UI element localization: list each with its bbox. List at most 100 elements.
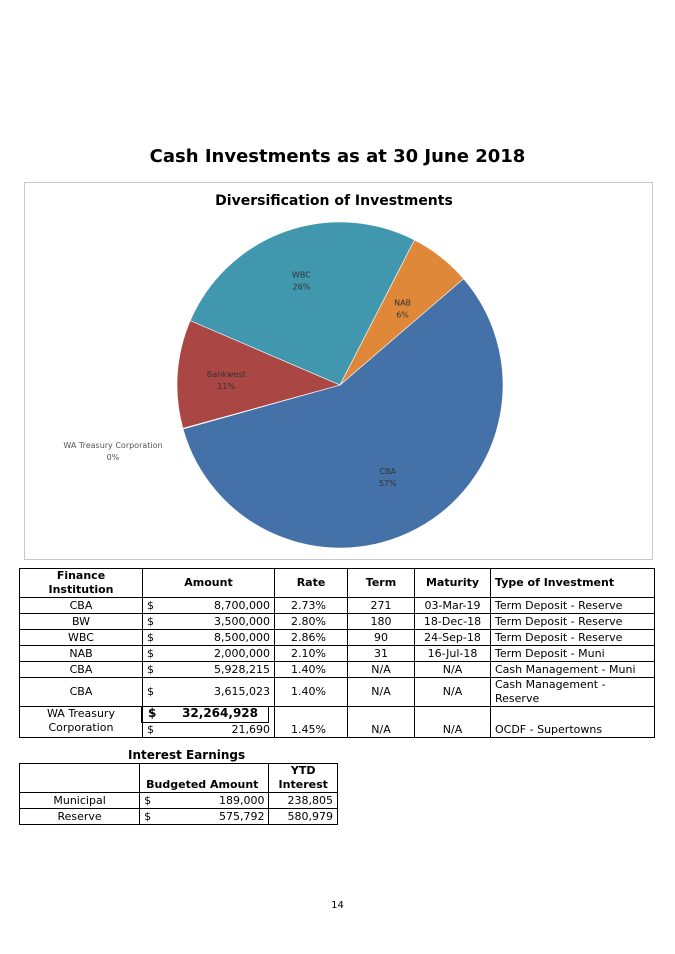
interest-header-blank [18, 763, 141, 793]
slice-percent-label: 26% [293, 283, 311, 292]
amount-cell: 5,928,215 [161, 661, 275, 678]
institution-line-2: Corporation [48, 721, 114, 734]
term-cell: 271 [347, 597, 415, 614]
term-cell: N/A [347, 706, 415, 738]
currency-symbol: $ [142, 597, 161, 614]
currency-symbol: $ [139, 792, 158, 809]
pie-slice-cba [182, 278, 504, 549]
type-cell: Cash Management - Muni [490, 661, 655, 678]
table-row: WBC $ 8,500,000 2.86% 90 24-Sep-18 Term … [19, 629, 655, 646]
pie-chart-svg: CBA 57% WA Treasury Corporation 0% Bankwest 1… [63, 193, 504, 549]
slice-label: CBA [379, 467, 396, 476]
institution-cell: CBA [19, 677, 143, 707]
term-cell: 180 [347, 613, 415, 630]
maturity-cell: N/A [414, 677, 491, 707]
amount-cell: 8,500,000 [161, 629, 275, 646]
type-cell: OCDF - Supertowns [490, 706, 655, 738]
currency-symbol: $ [142, 613, 161, 630]
table-row: WA Treasury Corporation $ 21,690 1.45% N… [19, 706, 655, 738]
currency-symbol: $ [142, 629, 161, 646]
amount-cell: 3,500,000 [161, 613, 275, 630]
interest-earnings-title: Interest Earnings [128, 748, 246, 762]
slice-percent-label: 6% [396, 311, 409, 320]
table-row: NAB $ 2,000,000 2.10% 31 16-Jul-18 Term … [19, 645, 655, 662]
maturity-cell: 03-Mar-19 [414, 597, 491, 614]
slice-label: WA Treasury Corporation [63, 441, 162, 450]
interest-table: Budgeted Amount YTD Interest Municipal $… [18, 763, 338, 825]
rate-cell: 2.86% [274, 629, 348, 646]
type-cell: Term Deposit - Reserve [490, 613, 655, 630]
slice-percent-label: 11% [217, 382, 235, 391]
investments-table: Finance Institution Amount Rate Term Mat… [19, 568, 655, 738]
interest-header-row: Budgeted Amount YTD Interest [18, 763, 338, 793]
page-title: Cash Investments as at 30 June 2018 [149, 146, 526, 167]
rate-cell: 2.73% [274, 597, 348, 614]
header-institution: Finance Institution [19, 568, 143, 598]
header-budgeted: Budgeted Amount [139, 763, 270, 793]
table-row: CBA $ 5,928,215 1.40% N/A N/A Cash Manag… [19, 661, 655, 678]
slice-label: WBC [292, 271, 311, 280]
rate-cell: 2.80% [274, 613, 348, 630]
table-row: CBA $ 8,700,000 2.73% 271 03-Mar-19 Term… [19, 597, 655, 614]
term-cell: 31 [347, 645, 415, 662]
type-cell: Term Deposit - Reserve [490, 597, 655, 614]
institution-cell: BW [19, 613, 143, 630]
total-amount: 32,264,928 [182, 706, 258, 720]
term-cell: N/A [347, 661, 415, 678]
term-cell: N/A [347, 677, 415, 707]
institution-cell: WA Treasury Corporation [19, 706, 143, 738]
header-type: Type of Investment [490, 568, 655, 598]
total-amount-box: $ 32,264,928 [141, 706, 269, 723]
slice-label: Bankwest [207, 370, 246, 379]
header-amount: Amount [142, 568, 275, 598]
currency-symbol: $ [142, 661, 161, 678]
amount-cell: 3,615,023 [161, 677, 275, 707]
ytd-cell: 580,979 [268, 808, 338, 825]
header-rate: Rate [274, 568, 348, 598]
institution-line-1: WA Treasury [47, 707, 115, 720]
pie-slice-nab [339, 239, 464, 386]
amount-cell: 2,000,000 [161, 645, 275, 662]
header-ytd-interest: YTD Interest [268, 763, 338, 793]
type-cell: Term Deposit - Reserve [490, 629, 655, 646]
type-cell: Cash Management - Reserve [490, 677, 655, 707]
currency-symbol: $ [139, 808, 158, 825]
rate-cell: 1.40% [274, 661, 348, 678]
table-row: Municipal $ 189,000 238,805 [18, 792, 338, 809]
header-term: Term [347, 568, 415, 598]
maturity-cell: 16-Jul-18 [414, 645, 491, 662]
rate-cell: 1.45% [274, 706, 348, 738]
institution-cell: WBC [19, 629, 143, 646]
table-row: CBA $ 3,615,023 1.40% N/A N/A Cash Manag… [19, 677, 655, 707]
budgeted-cell: 189,000 [157, 792, 270, 809]
slice-percent-label: 0% [107, 453, 120, 462]
header-ytd-line-2: Interest [278, 778, 328, 791]
interest-label-cell: Reserve [18, 808, 141, 825]
table-row: Reserve $ 575,792 580,979 [18, 808, 338, 825]
ytd-cell: 238,805 [268, 792, 338, 809]
maturity-cell: 18-Dec-18 [414, 613, 491, 630]
pie-slice-wbc [189, 221, 415, 386]
interest-label-cell: Municipal [18, 792, 141, 809]
term-cell: 90 [347, 629, 415, 646]
pie-chart: CBA 57% WA Treasury Corporation 0% Bankwest 1… [24, 182, 653, 560]
currency-symbol: $ [142, 645, 161, 662]
budgeted-cell: 575,792 [157, 808, 270, 825]
institution-cell: CBA [19, 661, 143, 678]
table-row: BW $ 3,500,000 2.80% 180 18-Dec-18 Term … [19, 613, 655, 630]
investments-header-row: Finance Institution Amount Rate Term Mat… [19, 568, 655, 598]
type-cell: Term Deposit - Muni [490, 645, 655, 662]
pie-slice-bankwest [176, 320, 341, 429]
currency-symbol: $ [142, 677, 161, 707]
slice-label: NAB [394, 299, 411, 308]
page-number: 14 [331, 900, 344, 911]
maturity-cell: 24-Sep-18 [414, 629, 491, 646]
institution-cell: CBA [19, 597, 143, 614]
rate-cell: 1.40% [274, 677, 348, 707]
header-ytd-line-1: YTD [290, 764, 316, 777]
slice-percent-label: 57% [379, 479, 397, 488]
maturity-cell: N/A [414, 661, 491, 678]
institution-cell: NAB [19, 645, 143, 662]
chart-title: Diversification of Investments [215, 193, 453, 209]
rate-cell: 2.10% [274, 645, 348, 662]
